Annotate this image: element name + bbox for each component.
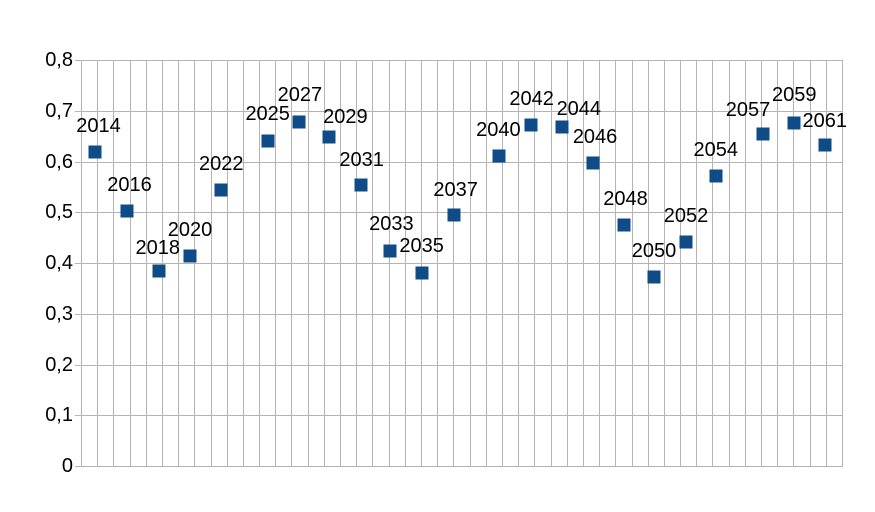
data-point-marker[interactable]: [292, 115, 306, 129]
data-point-marker[interactable]: [617, 218, 631, 232]
data-point-marker[interactable]: [586, 156, 600, 170]
data-point-marker[interactable]: [152, 264, 166, 278]
data-point-marker[interactable]: [354, 178, 368, 192]
data-point-label: 2054: [693, 139, 738, 162]
data-point-label: 2059: [771, 83, 817, 106]
data-point-marker[interactable]: [88, 145, 102, 159]
data-point-label: 2025: [245, 102, 290, 125]
y-axis-tick-label: 0,5: [45, 201, 73, 224]
data-point-marker[interactable]: [709, 169, 723, 183]
y-axis-tick-label: 0,6: [45, 150, 73, 173]
y-axis-tick-label: 0,4: [45, 252, 73, 274]
data-point-label: 2014: [76, 115, 121, 138]
data-point-marker[interactable]: [679, 235, 693, 249]
data-point-marker[interactable]: [183, 249, 197, 263]
data-point-label: 2046: [572, 126, 618, 149]
data-point-label: 2035: [399, 234, 444, 257]
data-point-label: 2027: [277, 84, 323, 107]
y-axis-tick-label: 0,7: [45, 99, 73, 122]
y-axis-tick-label: 0: [61, 455, 73, 477]
data-point-label: 2018: [135, 236, 180, 259]
data-point-label: 2048: [603, 188, 648, 211]
data-point-label: 2050: [631, 239, 677, 262]
horizontal-gridline: [75, 60, 843, 61]
data-point-label: 2040: [476, 119, 521, 142]
horizontal-gridline: [75, 364, 843, 366]
horizontal-gridline: [75, 110, 843, 112]
data-point-marker[interactable]: [383, 244, 397, 258]
y-axis-tick-label: 0,8: [45, 49, 73, 71]
horizontal-gridline: [75, 415, 843, 417]
data-point-label: 2033: [369, 213, 414, 236]
data-point-marker[interactable]: [787, 116, 801, 130]
data-point-marker[interactable]: [555, 120, 569, 134]
horizontal-gridline: [75, 313, 843, 315]
y-axis-tick-label: 0,2: [45, 353, 73, 376]
data-point-marker[interactable]: [415, 266, 429, 280]
data-point-label: 2052: [663, 204, 709, 227]
data-point-label: 2037: [433, 179, 478, 202]
data-point-marker[interactable]: [492, 149, 506, 163]
horizontal-gridline: [75, 466, 843, 467]
data-point-label: 2029: [323, 105, 368, 128]
data-point-marker[interactable]: [524, 118, 538, 132]
y-axis-tick-label: 0,1: [45, 404, 73, 427]
data-point-label: 2042: [509, 87, 554, 110]
y-axis-tick-label: 0,3: [45, 302, 73, 325]
data-point-label: 2020: [167, 219, 213, 242]
data-point-marker[interactable]: [322, 130, 336, 144]
data-point-label: 2061: [802, 110, 847, 133]
data-point-marker[interactable]: [214, 183, 228, 197]
data-point-label: 2044: [556, 98, 602, 121]
data-point-marker[interactable]: [447, 208, 461, 222]
data-point-label: 2022: [198, 152, 244, 175]
horizontal-gridline: [75, 161, 843, 163]
data-point-marker[interactable]: [120, 204, 134, 218]
data-point-marker[interactable]: [647, 270, 661, 284]
plot-area: [75, 60, 843, 467]
data-point-marker[interactable]: [261, 134, 275, 148]
data-point-label: 2057: [725, 98, 771, 121]
data-point-marker[interactable]: [756, 127, 770, 141]
data-point-label: 2016: [107, 173, 152, 196]
data-point-label: 2031: [339, 148, 384, 171]
horizontal-gridline: [75, 263, 843, 264]
data-point-marker[interactable]: [818, 138, 832, 152]
